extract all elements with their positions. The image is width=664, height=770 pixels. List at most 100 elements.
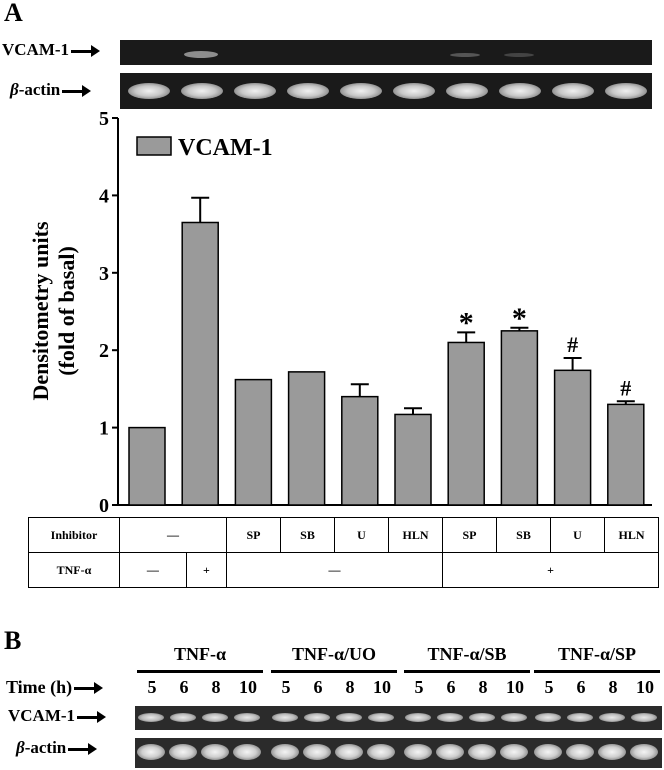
- tnf-header: TNF-α: [28, 552, 120, 588]
- significance-marker: *: [459, 306, 474, 339]
- gel-band: [303, 744, 331, 760]
- arrow-right-icon: [77, 710, 107, 723]
- gel-band: [234, 83, 276, 99]
- y-tick-label: 4: [99, 185, 109, 207]
- gel-band: [170, 713, 196, 722]
- significance-marker: #: [620, 375, 631, 400]
- time-value: 8: [345, 677, 355, 697]
- tnf-cell: +: [185, 552, 228, 588]
- gel-band: [184, 51, 218, 58]
- time-value: 5: [544, 677, 554, 697]
- conditions-table: Inhibitor — SP SB U HLN SP SB U HLN TNF-…: [28, 517, 659, 588]
- gel-band: [137, 744, 165, 760]
- group-bracket-line: [404, 670, 530, 673]
- arrow-right-icon: [74, 682, 104, 695]
- gel-a-actin-label: β-actin: [10, 80, 92, 100]
- gel-band: [233, 744, 261, 760]
- inhibitor-row: Inhibitor — SP SB U HLN SP SB U HLN: [28, 517, 659, 553]
- time-value: 10: [373, 677, 391, 697]
- panel-a-letter: A: [4, 0, 23, 27]
- beta-symbol: β: [16, 738, 25, 757]
- gel-band: [605, 83, 647, 99]
- group-label: TNF-α/SP: [557, 644, 637, 664]
- bar: [128, 426, 166, 506]
- gel-band: [631, 713, 657, 722]
- time-value: 6: [179, 677, 189, 697]
- inhibitor-cell: SB: [280, 517, 335, 553]
- inhibitor-cell: —: [119, 517, 227, 553]
- group-bracket-line: [534, 670, 660, 673]
- inhibitor-cell: HLN: [388, 517, 443, 553]
- gel-band: [501, 713, 527, 722]
- bar: [341, 395, 379, 506]
- arrow-right-icon: [68, 742, 98, 755]
- time-value: 10: [636, 677, 654, 697]
- tnf-cell: —: [119, 552, 187, 588]
- group-bracket-line: [271, 670, 397, 673]
- gel-a-vcam-strip: [120, 40, 652, 65]
- gel-band: [272, 713, 298, 722]
- gel-band: [437, 713, 463, 722]
- group-label: TNF-α: [173, 644, 227, 664]
- gel-band: [504, 53, 534, 57]
- inhibitor-cell: SB: [496, 517, 551, 553]
- bar: [181, 221, 219, 506]
- group-label: TNF-α/UO: [291, 644, 377, 664]
- beta-symbol: β: [10, 80, 19, 99]
- y-axis-label-line: (fold of basal): [54, 246, 79, 376]
- bar: [553, 369, 592, 506]
- gel-band: [469, 713, 495, 722]
- time-value: 5: [414, 677, 424, 697]
- gel-band: [567, 713, 593, 722]
- bar: [447, 341, 485, 506]
- gel-band: [599, 713, 625, 722]
- gel-band: [287, 83, 329, 99]
- gel-band: [405, 713, 431, 722]
- gel-b-actin-strip: [135, 738, 662, 768]
- arrow-right-icon: [62, 84, 92, 97]
- gel-band: [598, 744, 626, 760]
- gel-band: [393, 83, 435, 99]
- bar: [394, 413, 432, 506]
- gel-band: [340, 83, 382, 99]
- gel-b-actin-label: β-actin: [16, 738, 98, 758]
- gel-band: [630, 744, 658, 760]
- actin-label-text: -actin: [18, 80, 61, 99]
- gel-band: [201, 744, 229, 760]
- time-value: 6: [576, 677, 586, 697]
- time-label-text: Time (h): [6, 677, 73, 697]
- gel-band: [534, 744, 562, 760]
- inhibitor-cell: SP: [226, 517, 281, 553]
- significance-marker: #: [567, 332, 578, 357]
- gel-band: [304, 713, 330, 722]
- time-value: 8: [478, 677, 488, 697]
- y-axis-label-line: Densitometry units: [28, 221, 53, 400]
- gel-band: [566, 744, 594, 760]
- gel-band: [234, 713, 260, 722]
- time-value: 5: [147, 677, 157, 697]
- tnf-cell: +: [442, 552, 659, 588]
- gel-band: [368, 713, 394, 722]
- y-tick-label: 2: [99, 340, 109, 362]
- gel-band: [404, 744, 432, 760]
- time-value: 8: [608, 677, 618, 697]
- time-label: Time (h): [6, 677, 104, 698]
- gel-band: [169, 744, 197, 760]
- bar: [607, 403, 645, 506]
- y-tick-label: 0: [99, 495, 109, 517]
- inhibitor-cell: U: [550, 517, 605, 553]
- gel-band: [468, 744, 496, 760]
- inhibitor-cell: U: [334, 517, 389, 553]
- gel-a-actin-strip: [120, 73, 652, 109]
- panel-b-letter: B: [4, 626, 22, 655]
- significance-marker: *: [512, 302, 527, 335]
- gel-b-vcam-strip: [135, 706, 662, 730]
- time-value: 6: [313, 677, 323, 697]
- inhibitor-cell: HLN: [604, 517, 659, 553]
- time-value: 8: [211, 677, 221, 697]
- gel-b-vcam-label: VCAM-1: [8, 706, 107, 726]
- gel-band: [128, 83, 170, 99]
- gel-band: [138, 713, 164, 722]
- bar: [234, 378, 273, 506]
- gel-band: [535, 713, 561, 722]
